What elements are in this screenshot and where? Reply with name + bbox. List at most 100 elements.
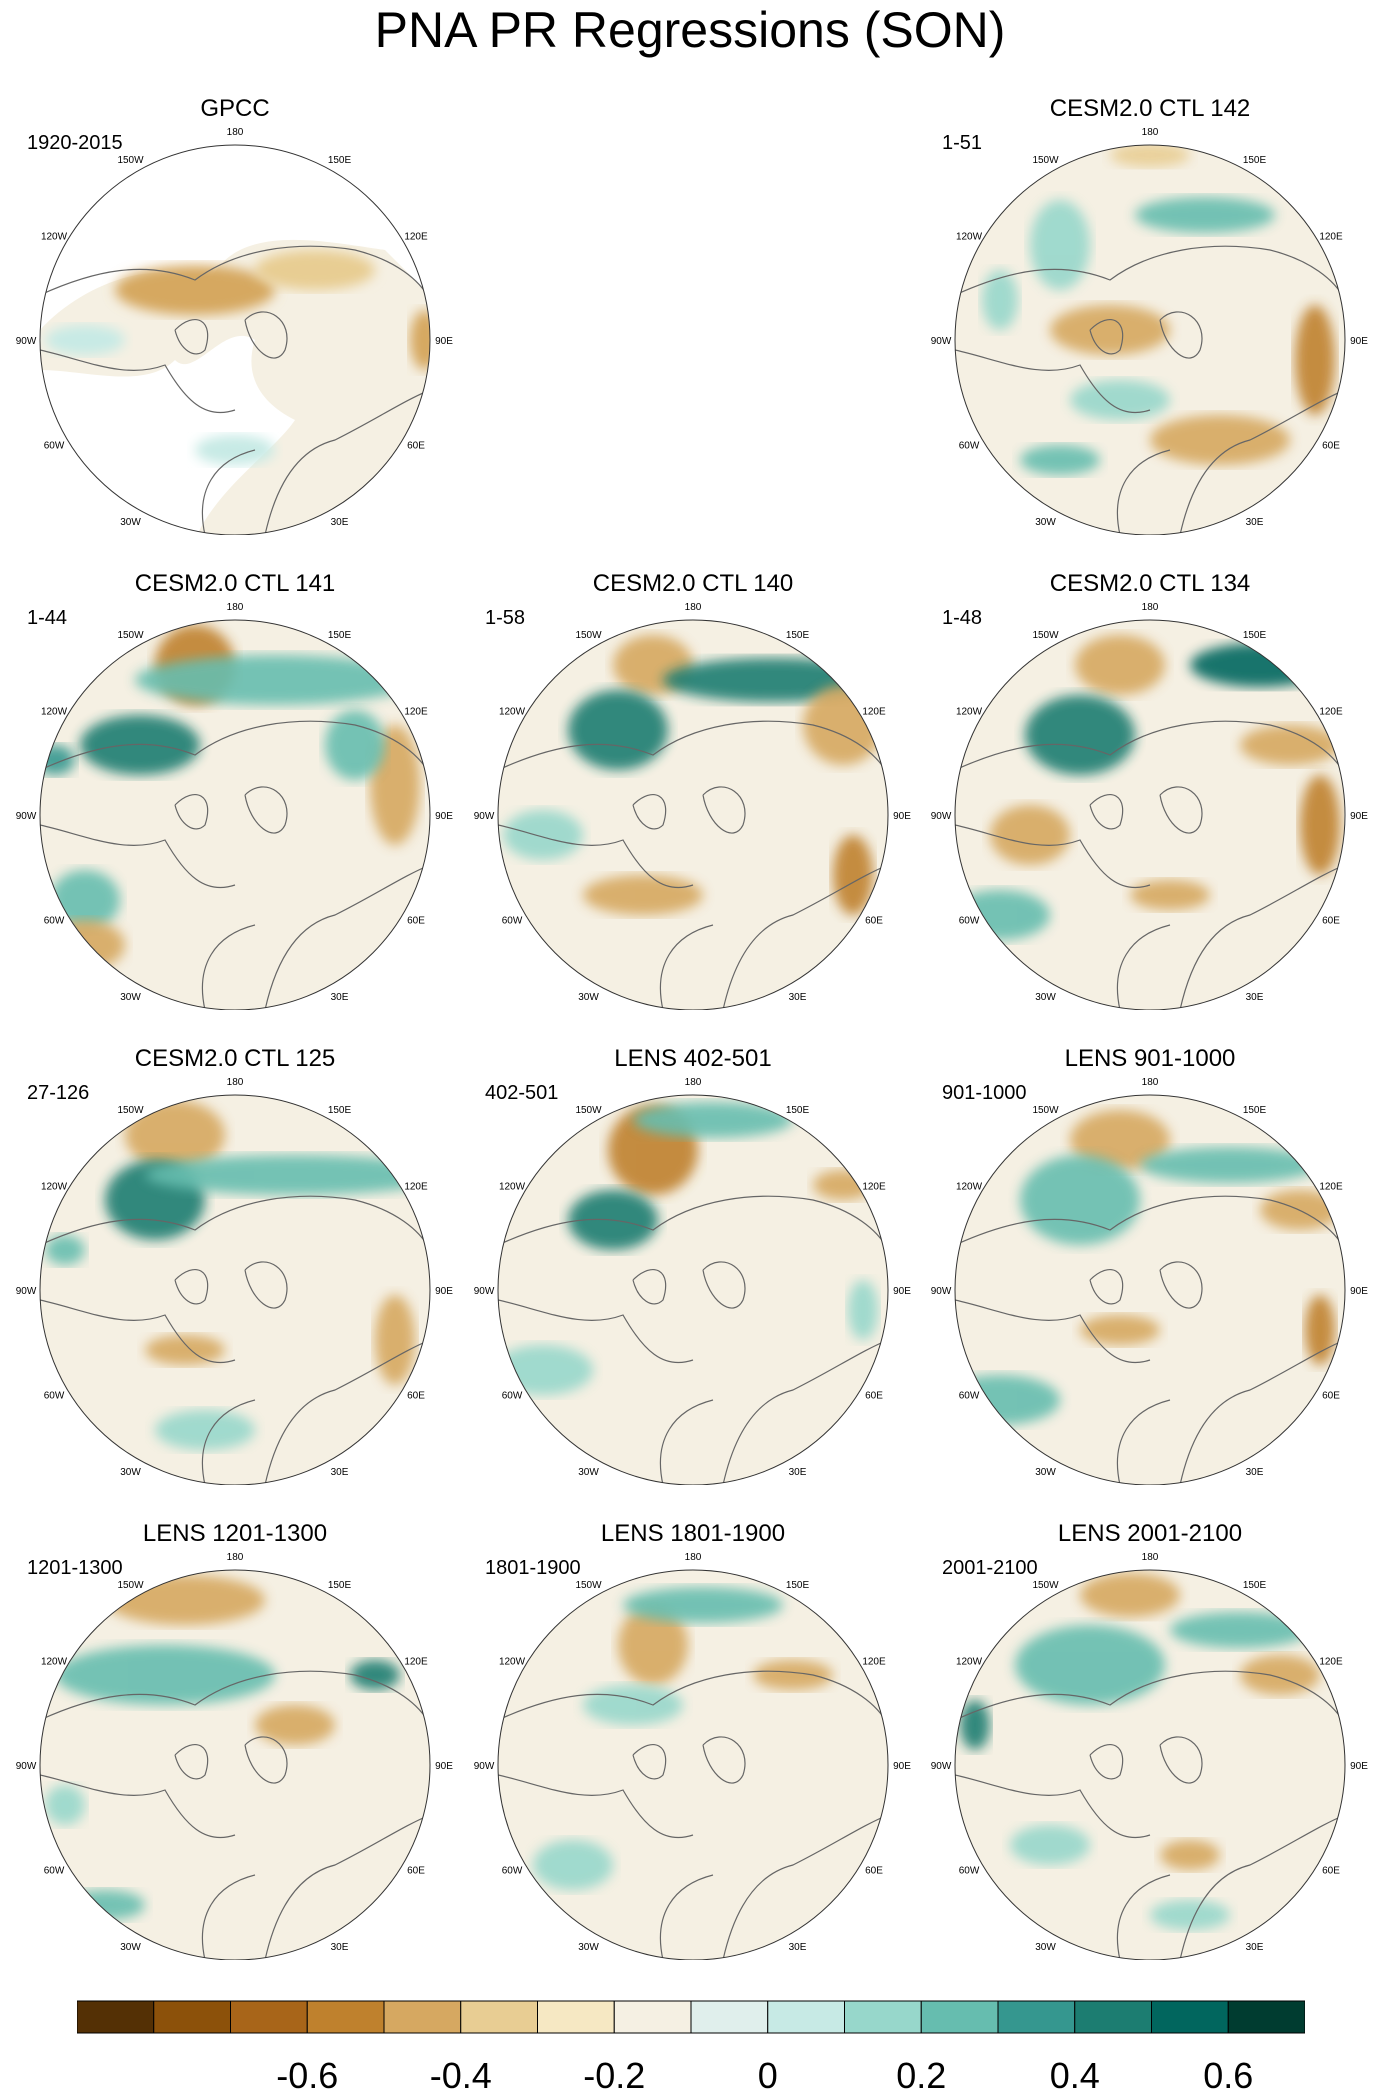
colorbar-tick-label: 0.4 — [1049, 2055, 1100, 2096]
longitude-label: 120E — [1319, 707, 1343, 718]
longitude-label: 30W — [578, 1942, 599, 1953]
longitude-label: 30W — [1035, 1942, 1056, 1953]
longitude-label: 180 — [685, 602, 702, 613]
anomaly-patch — [1135, 197, 1275, 233]
longitude-label: 30W — [1035, 992, 1056, 1003]
longitude-label: 180 — [1142, 127, 1159, 138]
longitude-label: 90W — [474, 811, 495, 822]
anomaly-patch — [80, 715, 200, 775]
anomaly-patch — [663, 658, 883, 702]
longitude-label: 60E — [1322, 1391, 1340, 1402]
longitude-label: 60E — [865, 1866, 883, 1877]
anomaly-patch — [1300, 775, 1340, 875]
colorbar-tick-label: -0.2 — [583, 2055, 646, 2096]
anomaly-patch — [1020, 1155, 1140, 1245]
longitude-label: 150E — [1243, 1105, 1267, 1116]
panel-year-range: 27-126 — [27, 1082, 90, 1104]
panel-title: CESM2.0 CTL 125 — [134, 1045, 336, 1072]
anomaly-patch — [1050, 305, 1170, 355]
colorbar-swatch — [77, 2000, 155, 2034]
longitude-label: 120E — [404, 232, 428, 243]
anomaly-patch — [1190, 643, 1330, 687]
anomaly-patch — [1080, 1573, 1180, 1617]
longitude-label: 60E — [407, 1866, 425, 1877]
panel-title: LENS 2001-2100 — [1057, 1520, 1243, 1547]
panel-title: LENS 1201-1300 — [142, 1520, 328, 1547]
longitude-label: 120E — [404, 1182, 428, 1193]
longitude-label: 120E — [1319, 1182, 1343, 1193]
longitude-label: 120W — [499, 1657, 526, 1668]
longitude-label: 150W — [117, 1105, 144, 1116]
map-panel-lens901: LENS 901-1000 901-1000 180 150E 120E 90E 60E 30… — [930, 1045, 1370, 1485]
map-border — [39, 1569, 431, 1960]
polar-map: 180150E120E90E60E30E030W60W90W120W150W — [931, 127, 1368, 535]
colorbar-swatch — [844, 2000, 922, 2034]
longitude-label: 30W — [120, 1942, 141, 1953]
longitude-label: 120E — [1319, 232, 1343, 243]
anomaly-patch — [1140, 1147, 1320, 1183]
anomaly-patch — [145, 1335, 225, 1365]
coastline — [955, 1670, 1345, 1960]
anomaly-patch — [960, 1700, 990, 1750]
anomaly-patch — [568, 690, 668, 770]
map-border — [954, 144, 1346, 535]
colorbar-swatch — [613, 2000, 692, 2034]
longitude-label: 30E — [1246, 517, 1264, 528]
anomaly-patch — [45, 1785, 85, 1825]
colorbar-swatch — [383, 2000, 462, 2034]
coastline — [40, 245, 430, 535]
longitude-label: 180 — [685, 1552, 702, 1563]
colorbar-swatch — [537, 2000, 615, 2034]
longitude-label: 30W — [120, 992, 141, 1003]
longitude-label: 120E — [404, 707, 428, 718]
longitude-label: 180 — [227, 1552, 244, 1563]
anomaly-patch — [1150, 415, 1290, 465]
longitude-label: 120E — [862, 1657, 886, 1668]
map-border — [39, 144, 431, 535]
polar-map: 180150E120E90E60E30E030W60W90W120W150W — [931, 1552, 1368, 1960]
longitude-label: 30E — [331, 1467, 349, 1478]
polar-map: 180150E120E90E60E30E030W60W90W120W150W — [931, 1077, 1368, 1485]
panel-year-range: 1801-1900 — [485, 1557, 581, 1579]
longitude-label: 90E — [435, 1286, 453, 1297]
longitude-label: 120W — [499, 707, 526, 718]
map-border — [497, 1569, 889, 1960]
longitude-label: 90E — [893, 1286, 911, 1297]
panel-year-range: 402-501 — [485, 1082, 559, 1104]
map-border — [954, 1094, 1346, 1485]
longitude-label: 30E — [1246, 1942, 1264, 1953]
map-panel-lens1801: LENS 1801-1900 1801-1900 180 150E 120E 90E 60E… — [473, 1520, 913, 1960]
anomaly-patch — [1150, 1900, 1230, 1930]
longitude-label: 150W — [117, 1580, 144, 1591]
map-panel-ctl142: CESM2.0 CTL 1421-51180150E120E90E60E30E0… — [930, 95, 1370, 535]
longitude-label: 90W — [931, 811, 952, 822]
longitude-label: 150W — [117, 155, 144, 166]
longitude-label: 120W — [956, 232, 983, 243]
anomaly-patch — [990, 805, 1070, 865]
polar-map: 180150E120E90E60E30E030W60W90W120W150W — [16, 127, 453, 535]
colorbar-swatch — [460, 2000, 538, 2034]
anomaly-patch — [1080, 1315, 1160, 1345]
anomaly-patch — [125, 1100, 225, 1170]
coastline — [955, 245, 1345, 535]
panel-year-range: 1-51 — [942, 132, 983, 154]
longitude-label: 60W — [959, 1866, 980, 1877]
longitude-label: 120W — [956, 1182, 983, 1193]
coastline — [40, 1670, 430, 1960]
anomaly-patch — [115, 265, 275, 315]
panel-year-range: 2001-2100 — [942, 1557, 1038, 1579]
longitude-label: 60E — [1322, 441, 1340, 452]
longitude-label: 90W — [474, 1286, 495, 1297]
longitude-label: 60E — [407, 441, 425, 452]
longitude-label: 60E — [1322, 1866, 1340, 1877]
longitude-label: 150E — [786, 1105, 810, 1116]
anomaly-patch — [1170, 1612, 1310, 1648]
anomaly-patch — [155, 1410, 255, 1450]
longitude-label: 60W — [44, 916, 65, 927]
longitude-label: 150W — [1032, 1105, 1059, 1116]
longitude-label: 120E — [404, 1657, 428, 1668]
longitude-label: 60W — [959, 441, 980, 452]
polar-map: 180150E120E90E60E30E030W60W90W120W150W — [16, 1077, 453, 1485]
panel-year-range: 1201-1300 — [27, 1557, 123, 1579]
map-panel-ctl125: CESM2.0 CTL 125 27-126 180 150E 120E 90E 60E 30… — [15, 1045, 455, 1485]
